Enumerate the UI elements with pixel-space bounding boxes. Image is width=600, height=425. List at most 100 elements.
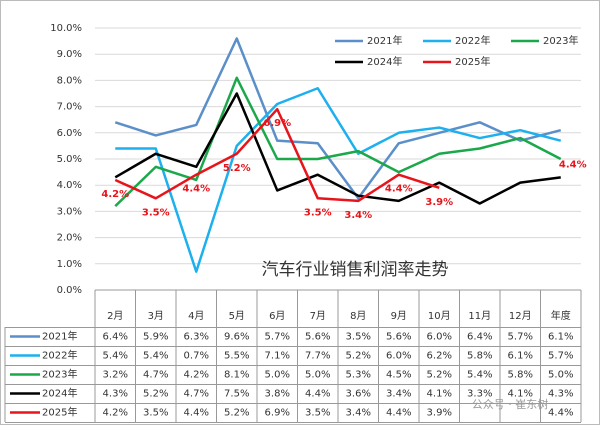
table-cell: 0.7% xyxy=(184,351,209,362)
table-cell: 5.0% xyxy=(305,370,330,381)
series-line xyxy=(114,37,562,200)
x-tick-label: 3月 xyxy=(148,310,164,322)
table-cell: 4.5% xyxy=(386,370,411,381)
y-tick-label: 2.0% xyxy=(57,233,82,244)
table-cell: 3.3% xyxy=(467,389,492,400)
table-cell: 7.5% xyxy=(224,389,249,400)
table-cell: 5.0% xyxy=(548,370,573,381)
legend-label: 2024年 xyxy=(367,55,402,68)
table-cell: 4.3% xyxy=(103,389,128,400)
table-cell: 3.4% xyxy=(386,389,411,400)
table-cell: 4.7% xyxy=(184,389,209,400)
table-cell: 3.5% xyxy=(305,408,330,419)
table-cell: 4.4% xyxy=(386,408,411,419)
table-cell: 4.3% xyxy=(548,389,573,400)
data-label: 3.5% xyxy=(142,207,170,218)
table-cell: 5.6% xyxy=(386,332,411,343)
table-cell: 6.2% xyxy=(427,351,452,362)
y-tick-label: 5.0% xyxy=(57,154,82,165)
table-cell: 5.7% xyxy=(508,332,533,343)
data-label: 5.2% xyxy=(223,163,251,174)
series-line xyxy=(114,92,561,205)
watermark: 公众号 · 崔东树 xyxy=(472,397,549,411)
table-cell: 5.4% xyxy=(143,351,168,362)
table-cell: 5.0% xyxy=(265,370,290,381)
table-cell: 4.7% xyxy=(143,370,168,381)
table-cell: 5.4% xyxy=(467,370,492,381)
table-cell: 3.5% xyxy=(346,332,371,343)
table-cell: 4.2% xyxy=(103,408,128,419)
table-cell: 5.5% xyxy=(224,351,249,362)
row-label: 2022年 xyxy=(42,349,77,362)
table-cell: 4.4% xyxy=(305,389,330,400)
table-cell: 4.2% xyxy=(184,370,209,381)
row-label: 2021年 xyxy=(42,330,77,343)
table-cell: 5.8% xyxy=(467,351,492,362)
x-tick-label: 12月 xyxy=(509,310,532,322)
table-cell: 5.6% xyxy=(305,332,330,343)
row-label: 2023年 xyxy=(42,368,77,381)
y-tick-label: 9.0% xyxy=(57,49,82,60)
data-label: 4.4% xyxy=(559,160,587,171)
x-tick-label: 10月 xyxy=(428,310,451,322)
legend-label: 2023年 xyxy=(543,34,578,47)
table-cell: 5.2% xyxy=(224,408,249,419)
table-cell: 3.9% xyxy=(427,408,452,419)
legend-label: 2022年 xyxy=(455,34,490,47)
data-label: 4.4% xyxy=(182,184,210,195)
y-tick-label: 1.0% xyxy=(57,259,82,270)
table-cell: 7.7% xyxy=(305,351,330,362)
table-cell: 4.4% xyxy=(548,408,573,419)
table-cell: 6.0% xyxy=(427,332,452,343)
y-tick-label: 0.0% xyxy=(57,285,82,296)
table-cell: 4.1% xyxy=(427,389,452,400)
table-cell: 4.1% xyxy=(508,389,533,400)
x-tick-label: 4月 xyxy=(188,310,204,322)
table-cell: 3.2% xyxy=(103,370,128,381)
series-line xyxy=(114,76,562,208)
table-cell: 6.3% xyxy=(184,332,209,343)
data-label: 6.9% xyxy=(263,118,291,129)
table-cell: 5.7% xyxy=(265,332,290,343)
table-cell: 6.9% xyxy=(265,408,290,419)
x-tick-label: 9月 xyxy=(391,310,407,322)
table-cell: 5.7% xyxy=(548,351,573,362)
y-tick-label: 7.0% xyxy=(57,102,82,113)
table-cell: 5.3% xyxy=(346,370,371,381)
table-cell: 5.2% xyxy=(346,351,371,362)
table-cell: 3.4% xyxy=(346,408,371,419)
table-cell: 6.4% xyxy=(467,332,492,343)
table-cell: 6.1% xyxy=(548,332,573,343)
table-cell: 7.1% xyxy=(265,351,290,362)
x-tick-label: 11月 xyxy=(468,310,491,322)
y-tick-label: 8.0% xyxy=(57,75,82,86)
x-tick-label: 年度 xyxy=(551,309,571,322)
table-cell: 3.5% xyxy=(143,408,168,419)
table-cell: 8.1% xyxy=(224,370,249,381)
table-cell: 3.6% xyxy=(346,389,371,400)
table-cell: 9.6% xyxy=(224,332,249,343)
data-label: 3.4% xyxy=(344,210,372,221)
table-cell: 5.2% xyxy=(427,370,452,381)
table-cell: 5.4% xyxy=(103,351,128,362)
table-cell: 3.8% xyxy=(265,389,290,400)
data-label: 3.5% xyxy=(304,207,332,218)
x-tick-label: 8月 xyxy=(350,310,366,322)
table-cell: 5.9% xyxy=(143,332,168,343)
y-tick-label: 6.0% xyxy=(57,128,82,139)
table-cell: 6.0% xyxy=(386,351,411,362)
x-tick-label: 7月 xyxy=(310,310,326,322)
table-cell: 6.1% xyxy=(508,351,533,362)
y-tick-label: 10.0% xyxy=(50,23,82,34)
data-label: 4.2% xyxy=(101,189,129,200)
x-tick-label: 2月 xyxy=(107,310,123,322)
row-label: 2024年 xyxy=(42,387,77,400)
x-tick-label: 6月 xyxy=(269,310,285,322)
row-label: 2025年 xyxy=(42,406,77,419)
table-cell: 4.4% xyxy=(184,408,209,419)
series-line xyxy=(115,87,562,273)
legend-label: 2025年 xyxy=(455,55,490,68)
data-label: 4.4% xyxy=(385,184,413,195)
table-cell: 5.8% xyxy=(508,370,533,381)
